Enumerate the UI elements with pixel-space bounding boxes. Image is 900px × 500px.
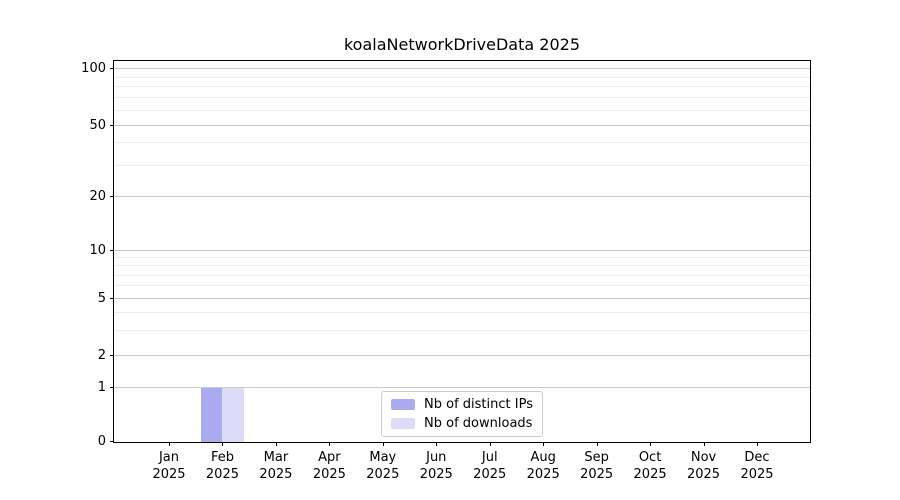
x-tick-label-oct: Oct 2025: [633, 450, 667, 482]
x-tick-label-aug: Aug 2025: [526, 450, 560, 482]
x-tick-label-may: May 2025: [366, 450, 400, 482]
gridline-major: [114, 386, 810, 388]
y-tick-label: 100: [81, 60, 106, 76]
x-tick-mark: [329, 442, 331, 446]
x-tick-label-dec: Dec 2025: [740, 450, 774, 482]
x-tick-year: 2025: [686, 467, 721, 482]
x-tick-label-jan: Jan 2025: [152, 450, 186, 482]
gridline-minor: [114, 329, 810, 331]
y-tick-mark: [110, 196, 114, 198]
x-tick-label-feb: Feb 2025: [205, 450, 239, 482]
x-tick-mark: [382, 442, 384, 446]
x-tick-label-mar: Mar 2025: [259, 450, 293, 482]
y-tick-label: 5: [97, 291, 106, 307]
legend-item-downloads: Nb of downloads: [391, 416, 533, 431]
y-tick-label: 2: [97, 347, 106, 363]
x-tick-mark: [757, 442, 758, 446]
x-tick-mark: [222, 442, 224, 446]
y-tick-mark: [110, 124, 114, 126]
legend-label-downloads: Nb of downloads: [424, 416, 533, 431]
y-tick-mark: [110, 298, 114, 300]
gridline-minor: [114, 274, 810, 276]
x-tick-label-jul: Jul 2025: [473, 450, 507, 482]
gridline-major: [114, 124, 810, 126]
x-tick-label-nov: Nov 2025: [686, 450, 721, 482]
y-tick-mark: [110, 386, 114, 388]
y-tick-label: 0: [97, 434, 106, 449]
gridline-minor: [114, 311, 810, 313]
gridline-major: [114, 67, 810, 69]
x-tick-label-apr: Apr 2025: [312, 450, 346, 482]
legend-swatch-distinct-ips: [391, 399, 416, 410]
legend: Nb of distinct IPs Nb of downloads: [381, 391, 543, 437]
x-tick-year: 2025: [580, 467, 614, 482]
bar-nb-of-downloads: [222, 387, 244, 442]
x-tick-year: 2025: [152, 467, 186, 482]
x-tick-mark: [436, 442, 438, 446]
y-tick-mark: [110, 354, 114, 356]
x-tick-mark: [703, 442, 705, 446]
gridline-minor: [114, 142, 810, 144]
x-tick-mark: [543, 442, 545, 446]
gridline-minor: [114, 265, 810, 267]
gridline-minor: [114, 256, 810, 258]
x-tick-year: 2025: [366, 467, 400, 482]
x-tick-year: 2025: [419, 467, 453, 482]
gridline-minor: [114, 109, 810, 111]
x-tick-year: 2025: [633, 467, 667, 482]
y-tick-label: 50: [89, 117, 106, 133]
gridline-major: [114, 354, 810, 356]
gridline-minor: [114, 97, 810, 99]
gridline-major: [114, 298, 810, 300]
x-tick-label-jun: Jun 2025: [419, 450, 453, 482]
gridline-minor: [114, 76, 810, 78]
x-tick-year: 2025: [312, 467, 346, 482]
y-tick-label: 1: [97, 379, 106, 395]
y-tick-mark: [110, 249, 114, 251]
y-tick-mark: [110, 67, 114, 69]
bar-nb-of-distinct-ips: [201, 387, 223, 442]
y-tick-label: 20: [89, 189, 106, 205]
legend-label-distinct-ips: Nb of distinct IPs: [424, 397, 533, 412]
gridline-major: [114, 249, 810, 251]
x-tick-mark: [489, 442, 491, 446]
x-tick-year: 2025: [526, 467, 560, 482]
x-tick-year: 2025: [205, 467, 239, 482]
y-tick-mark: [110, 441, 114, 442]
gridline-major: [114, 196, 810, 198]
x-tick-mark: [169, 442, 170, 446]
x-tick-mark: [596, 442, 598, 446]
gridline-minor: [114, 164, 810, 166]
gridline-minor: [114, 86, 810, 88]
plot-area: 0 1 2 5 10 20 50 100 Jan 2025 Feb 2025 Mar 2025 Apr 20…: [81, 60, 811, 482]
gridline-minor: [114, 285, 810, 287]
x-tick-year: 2025: [740, 467, 774, 482]
chart-title: koalaNetworkDriveData 2025: [343, 35, 580, 54]
x-tick-year: 2025: [259, 467, 293, 482]
legend-swatch-downloads: [391, 418, 416, 429]
x-tick-label-sep: Sep 2025: [580, 450, 614, 482]
x-tick-mark: [650, 442, 652, 446]
x-tick-year: 2025: [473, 467, 507, 482]
y-tick-label: 10: [89, 242, 106, 258]
legend-item-distinct-ips: Nb of distinct IPs: [391, 397, 533, 412]
x-tick-mark: [275, 442, 277, 446]
